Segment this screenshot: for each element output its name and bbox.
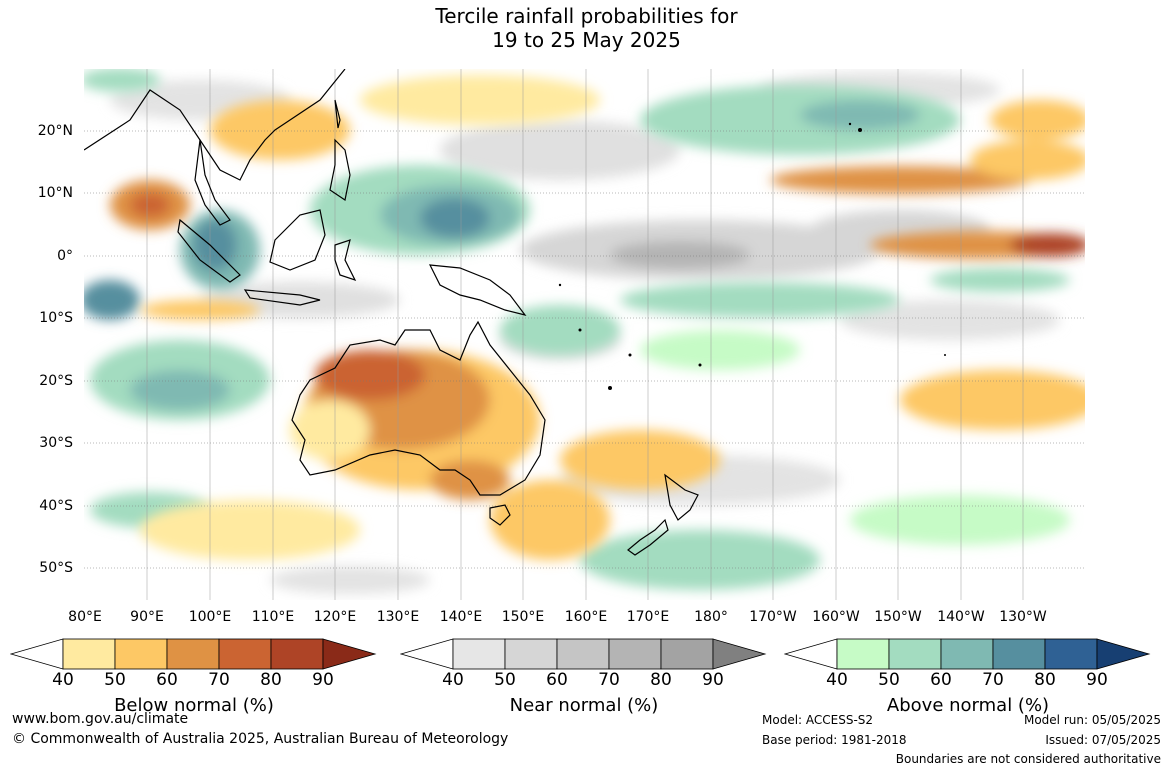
colorbar-over-arrow [1096, 638, 1151, 670]
australia-coast [291, 320, 546, 496]
colorbar-tick: 70 [208, 670, 230, 690]
lat-label: 20°S [39, 373, 73, 389]
tasmania-coast [489, 504, 511, 526]
malay-peninsula-coast [194, 139, 231, 226]
colorbar-under-arrow [784, 638, 838, 670]
lon-label: 170°W [749, 609, 797, 625]
borneo-coast [269, 209, 326, 271]
colorbar-tick: 50 [494, 670, 516, 690]
colorbar-segment [62, 638, 116, 670]
colorbar-tick: 80 [1034, 670, 1056, 690]
new-guinea-coast [428, 264, 527, 316]
lon-label: 170°E [626, 609, 670, 625]
colorbar-over-arrow [712, 638, 767, 670]
lon-label: 100°E [188, 609, 232, 625]
title-line-1: Tercile rainfall probabilities for [435, 4, 738, 28]
nz-south-coast [627, 518, 669, 556]
lat-label: 10°S [39, 310, 73, 326]
lon-label: 160°E [564, 609, 608, 625]
lat-label: 0° [57, 248, 73, 264]
lat-label: 40°S [39, 498, 73, 514]
colorbar-tick: 90 [312, 670, 334, 690]
copyright-text: © Commonwealth of Australia 2025, Austra… [12, 731, 509, 747]
japan-taiwan-coast [334, 99, 341, 129]
issued-text: Issued: 07/05/2025 [1045, 733, 1161, 747]
colorbar-segment [888, 638, 942, 670]
base-period-text: Base period: 1981-2018 [762, 733, 907, 747]
lon-label: 180° [694, 609, 728, 625]
colorbar-under-arrow [400, 638, 454, 670]
lon-label: 160°W [812, 609, 860, 625]
above-normal-title: Above normal (%) [886, 695, 1050, 716]
colorbar-segment [452, 638, 506, 670]
near-normal-title: Near normal (%) [509, 695, 659, 716]
colorbar-tick: 90 [1086, 670, 1108, 690]
nz-north-coast [664, 473, 699, 521]
colorbar-segment [660, 638, 714, 670]
colorbar-tick: 50 [104, 670, 126, 690]
title-line-2: 19 to 25 May 2025 [492, 28, 681, 52]
lat-label: 20°N [37, 123, 73, 139]
colorbar-segment [556, 638, 610, 670]
lon-label: 80°E [68, 609, 102, 625]
colorbar-segment [166, 638, 220, 670]
below-normal-title: Below normal (%) [114, 695, 274, 716]
boundaries-disclaimer: Boundaries are not considered authoritat… [895, 752, 1161, 766]
lat-label: 10°N [37, 185, 73, 201]
lon-label: 120°E [313, 609, 357, 625]
colorbar-segment [218, 638, 272, 670]
colorbar-tick: 60 [156, 670, 178, 690]
java-coast [243, 289, 321, 306]
colorbar-tick: 70 [598, 670, 620, 690]
lon-label: 150°E [501, 609, 545, 625]
lat-label: 30°S [39, 435, 73, 451]
sulawesi-coast [334, 239, 357, 282]
below-normal-field [110, 75, 1085, 560]
coastlines [84, 69, 699, 556]
colorbar-tick: 50 [878, 670, 900, 690]
near-normal-colorbar [400, 638, 767, 670]
colorbar-tick: 80 [650, 670, 672, 690]
islands [558, 122, 946, 390]
map-area [84, 69, 1085, 600]
colorbar-segment [270, 638, 324, 670]
lat-label: 50°S [39, 560, 73, 576]
colorbar-tick: 70 [982, 670, 1004, 690]
lon-label: 90°E [130, 609, 164, 625]
colorbar-segment [1044, 638, 1098, 670]
colorbar-tick: 80 [260, 670, 282, 690]
lon-label: 130°E [376, 609, 420, 625]
colorbar-over-arrow [322, 638, 377, 670]
colorbar-tick: 60 [930, 670, 952, 690]
colorbar-tick: 60 [546, 670, 568, 690]
sumatra-coast [177, 218, 241, 283]
colorbar-segment [940, 638, 994, 670]
model-text: Model: ACCESS-S2 [762, 713, 874, 727]
colorbar-tick: 90 [702, 670, 724, 690]
colorbar-segment [992, 638, 1046, 670]
above-normal-colorbar [784, 638, 1151, 670]
above-normal-field [84, 69, 1070, 590]
below-normal-colorbar [10, 638, 377, 670]
philippines-coast [329, 138, 351, 201]
model-run-text: Model run: 05/05/2025 [1023, 713, 1161, 727]
website-link[interactable]: www.bom.gov.au/climate [12, 711, 189, 727]
colorbar-under-arrow [10, 638, 64, 670]
lon-label: 110°E [251, 609, 295, 625]
lon-label: 130°W [999, 609, 1047, 625]
lon-label: 140°E [439, 609, 483, 625]
lon-label: 150°W [874, 609, 922, 625]
map-title: Tercile rainfall probabilities for 19 to… [0, 4, 1173, 52]
lon-label: 140°W [937, 609, 985, 625]
graticule [84, 130, 1085, 569]
colorbar-segment [608, 638, 662, 670]
colorbar-segment [836, 638, 890, 670]
colorbar-segment [504, 638, 558, 670]
colorbar-tick: 40 [52, 670, 74, 690]
south-east-asia-coast [84, 69, 346, 181]
colorbar-tick: 40 [826, 670, 848, 690]
colorbar-tick: 40 [442, 670, 464, 690]
colorbar-segment [114, 638, 168, 670]
